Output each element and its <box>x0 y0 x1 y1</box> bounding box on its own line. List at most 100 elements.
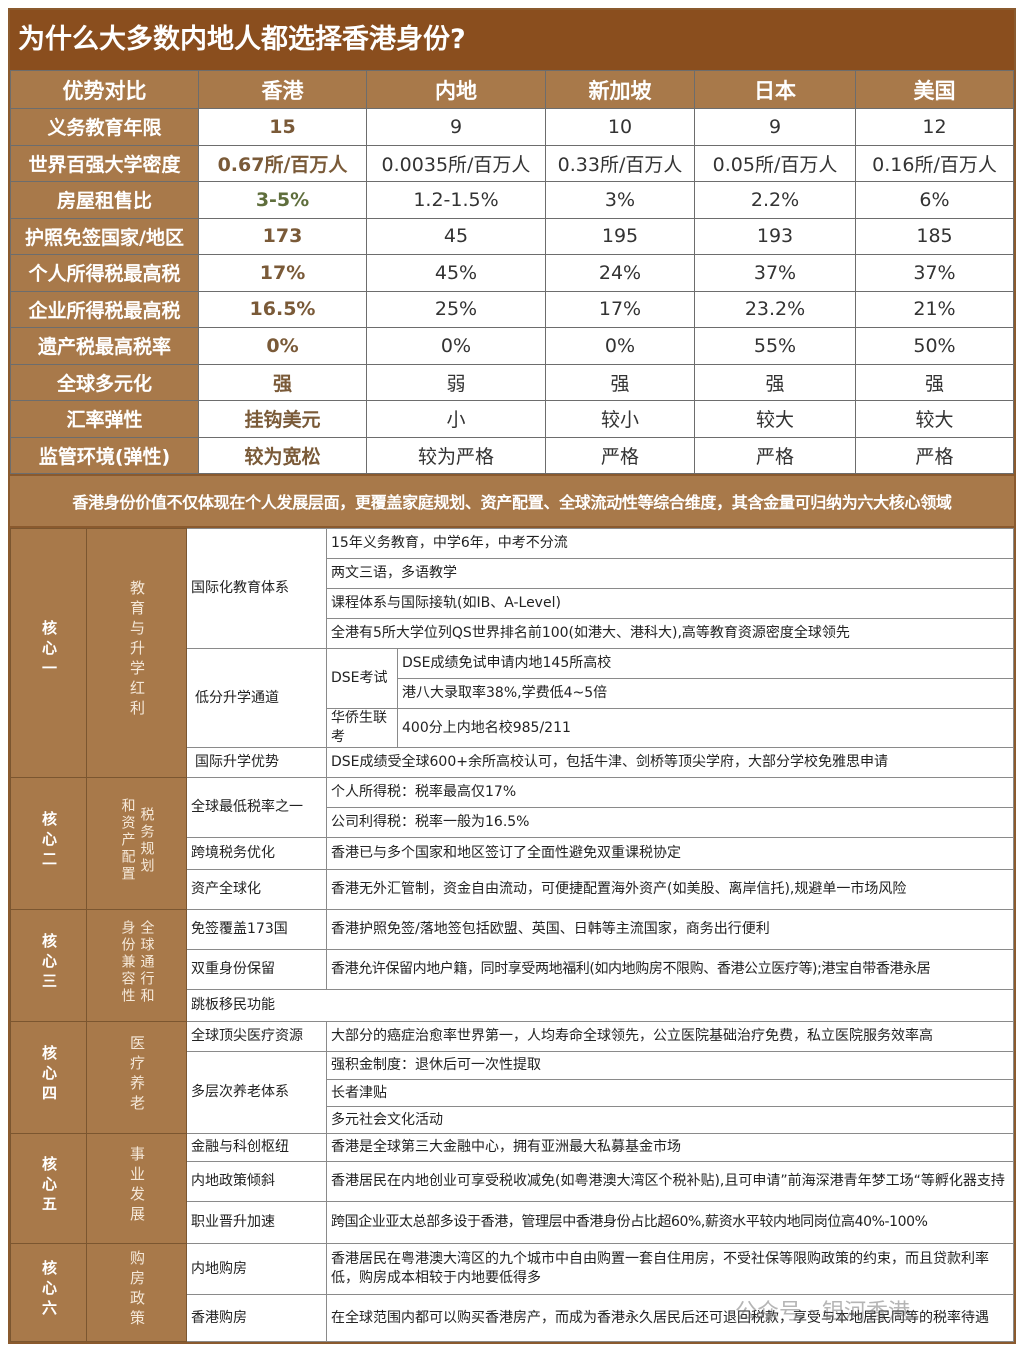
table-row: 职业晋升加速 跨国企业亚太总部多设于香港，管理层中香港身份占比超60%,薪资水平较… <box>11 1201 1014 1244</box>
core-subtitle: 医疗养老 <box>86 1021 187 1134</box>
item: 15年义务教育，中学6年，中考不分流 <box>326 528 1014 559</box>
cell: 0.67所/百万人 <box>198 144 367 182</box>
cell: 193 <box>694 217 856 255</box>
cell: 17% <box>198 254 367 292</box>
item: 长者津贴 <box>326 1079 1014 1107</box>
item: 香港居民在内地创业可享受税收减免(如粤港澳大湾区个税补贴),且可申请”前海深港青… <box>326 1161 1014 1202</box>
cell: 较大 <box>694 400 856 438</box>
core-subtitle: 税务规划 和资产配置 <box>86 777 187 910</box>
cell: 21% <box>855 290 1014 328</box>
item: 大部分的癌症治愈率世界第一，人均寿命全球领先，公立医院基础治疗免费，私立医院服务… <box>326 1021 1014 1052</box>
table-row: 个人所得税最高税 17% 45% 24% 37% 37% <box>10 254 1014 292</box>
row-label: 义务教育年限 <box>10 108 199 146</box>
row-label: 房屋租售比 <box>10 181 199 219</box>
cell: 10 <box>545 108 695 146</box>
table-row: 课程体系与国际接轨(如IB、A-Level) <box>11 588 1014 619</box>
topic: 国际化教育体系 <box>186 528 327 649</box>
cell: 3-5% <box>198 181 367 219</box>
topic: 内地购房 <box>186 1243 327 1295</box>
core-title: 核心六 <box>10 1243 87 1342</box>
core-title: 核心五 <box>10 1133 87 1244</box>
item: 香港居民在粤港澳大湾区的九个城市中自由购置一套自住用房，不受社保等限购政策的约束… <box>326 1243 1014 1295</box>
item: 课程体系与国际接轨(如IB、A-Level) <box>326 588 1014 619</box>
item: 香港是全球第三大金融中心，拥有亚洲最大私募基金市场 <box>326 1133 1014 1162</box>
table-row: 低分升学通道 DSE考试 DSE成绩免试申请内地145所高校 <box>11 648 1014 748</box>
cell: 0.05所/百万人 <box>694 144 856 182</box>
item: DSE成绩免试申请内地145所高校 <box>397 648 1014 679</box>
cell: 严格 <box>694 436 856 474</box>
item: 两文三语，多语教学 <box>326 558 1014 589</box>
cell: 16.5% <box>198 290 367 328</box>
column-header: 新加坡 <box>545 70 695 109</box>
core-areas-table: 核心一 教育与升学红利 国际化教育体系 15年义务教育，中学6年，中考不分流 两… <box>10 528 1014 1342</box>
cell: 较为宽松 <box>198 436 367 474</box>
header-label: 优势对比 <box>10 70 199 109</box>
topic: 低分升学通道 <box>186 648 327 748</box>
cell: 45% <box>366 254 546 292</box>
topic: 香港购房 <box>186 1294 327 1342</box>
row-label: 汇率弹性 <box>10 400 199 438</box>
table-row: 多层次养老体系 强积金制度：退休后可一次性提取 <box>11 1051 1014 1134</box>
table-row: 双重身份保留 香港允许保留内地户籍，同时享受两地福利(如内地购房不限购、香港公立医… <box>11 949 1014 990</box>
table-row: 内地政策倾斜 香港居民在内地创业可享受税收减免(如粤港澳大湾区个税补贴),且可申请… <box>11 1161 1014 1202</box>
topic: 国际升学优势 <box>186 747 327 778</box>
sub-topic: DSE考试 <box>326 648 398 709</box>
cell: 9 <box>366 108 546 146</box>
core-title: 核心一 <box>10 528 87 778</box>
item: 全港有5所大学位列QS世界排名前100(如港大、港科大),高等教育资源密度全球领… <box>326 618 1014 649</box>
watermark: 公众号 · 银河香港 <box>735 1300 910 1325</box>
cell: 9 <box>694 108 856 146</box>
cell: 0.0035所/百万人 <box>366 144 546 182</box>
table-row: 两文三语，多语教学 <box>11 558 1014 589</box>
column-header: 美国 <box>855 70 1014 109</box>
cell: 15 <box>198 108 367 146</box>
table-row: 遗产税最高税率 0% 0% 0% 55% 50% <box>10 327 1014 365</box>
cell: 24% <box>545 254 695 292</box>
cell: 3% <box>545 181 695 219</box>
item: 香港允许保留内地户籍，同时享受两地福利(如内地购房不限购、香港公立医疗等);港宝… <box>326 949 1014 990</box>
item: 多元社会文化活动 <box>326 1106 1014 1134</box>
column-header: 日本 <box>694 70 856 109</box>
table-row: 全球多元化强弱强强强 <box>10 363 1014 401</box>
sub-topic: 华侨生联考 <box>326 708 398 748</box>
topic: 内地政策倾斜 <box>186 1161 327 1202</box>
table-row: 核心二 税务规划 和资产配置 全球最低税率之一 个人所得税：税率最高仅17% <box>10 777 1014 910</box>
topic: 资产全球化 <box>186 869 327 910</box>
table-row: 港八大录取率38%,学费低4~5倍 <box>11 678 1014 709</box>
table-row: 香港购房 在全球范围内都可以购买香港房产，而成为香港永久居民后还可退回税款，享受与… <box>11 1294 1014 1342</box>
row-label: 企业所得税最高税 <box>10 290 199 328</box>
item: 在全球范围内都可以购买香港房产，而成为香港永久居民后还可退回税款，享受与本地居民… <box>326 1294 1014 1342</box>
table-row: 核心六 购房政策 内地购房 香港居民在粤港澳大湾区的九个城市中自由购置一套自住用… <box>10 1243 1014 1342</box>
table-row: 核心四 医疗养老 全球顶尖医疗资源 大部分的癌症治愈率世界第一，人均寿命全球领先… <box>10 1021 1014 1134</box>
table-row: 护照免签国家/地区 173 45 195 193 185 <box>10 217 1014 255</box>
item: 跨国企业亚太总部多设于香港，管理层中香港身份占比超60%,薪资水平较内地同岗位高… <box>326 1201 1014 1244</box>
topic: 全球最低税率之一 <box>186 777 327 838</box>
table-row: 国际升学优势 DSE成绩受全球600+余所高校认可，包括牛津、剑桥等顶尖学府，大部… <box>11 747 1014 778</box>
table-row: 汇率弹性 挂钩美元小较小 较大 较大 <box>10 400 1014 438</box>
item: 个人所得税：税率最高仅17% <box>326 777 1014 808</box>
topic: 双重身份保留 <box>186 949 327 990</box>
table-row: 核心五 事业发展 金融与科创枢纽 香港是全球第三大金融中心，拥有亚洲最大私募基金… <box>10 1133 1014 1244</box>
cell: 挂钩美元 <box>198 400 367 438</box>
table-row: 核心一 教育与升学红利 国际化教育体系 15年义务教育，中学6年，中考不分流 <box>10 528 1014 778</box>
cell: 0% <box>198 327 367 365</box>
cell: 2.2% <box>694 181 856 219</box>
table-row: 企业所得税最高税 16.5% 25% 17% 23.2% 21% <box>10 290 1014 328</box>
topic: 免签覆盖173国 <box>186 909 327 950</box>
item: 香港护照免签/落地签包括欧盟、英国、日韩等主流国家，商务出行便利 <box>326 909 1014 950</box>
table-row: 跳板移民功能 <box>11 989 1014 1022</box>
item: 强积金制度：退休后可一次性提取 <box>326 1051 1014 1080</box>
comparison-table: 优势对比 香港 内地 新加坡 日本 美国 义务教育年限 15 9 10 9 12 世界百强大学密度 0.… <box>10 70 1014 474</box>
table-row: 长者津贴 <box>11 1079 1014 1107</box>
cell: 小 <box>366 400 546 438</box>
table-row: 监管环境(弹性) 较为宽松 较为严格 严格 严格 严格 <box>10 436 1014 474</box>
cell: 25% <box>366 290 546 328</box>
cell: 0.33所/百万人 <box>545 144 695 182</box>
table-row: 华侨生联考 400分上内地名校985/211 <box>11 708 1014 748</box>
column-header: 香港 <box>198 70 367 109</box>
infographic: 为什么大多数内地人都选择香港身份? 优势对比 香港 内地 新加坡 日本 美国 义务教育年限… <box>8 8 1016 1344</box>
cell: 55% <box>694 327 856 365</box>
summary-band: 香港身份价值不仅体现在个人发展层面，更覆盖家庭规划、资产配置、全球流动性等综合维… <box>10 474 1014 528</box>
cell: 较小 <box>545 400 695 438</box>
item: 港八大录取率38%,学费低4~5倍 <box>397 678 1014 709</box>
